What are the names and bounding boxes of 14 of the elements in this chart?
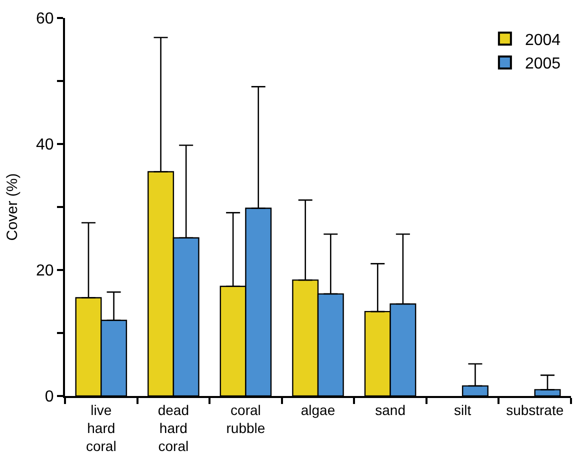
x-tick-label: sand [375, 402, 406, 418]
y-axis-title: Cover (%) [4, 173, 21, 241]
y-tick-label: 0 [44, 388, 54, 406]
x-tick-label: dead hard coral [158, 402, 190, 454]
x-tick-label: silt [454, 402, 472, 418]
x-tick-label: algae [300, 402, 336, 418]
x-tick-label: coral rubble [226, 402, 266, 436]
x-tick-label: substrate [506, 402, 564, 418]
y-tick-label: 60 [36, 10, 54, 28]
y-tick-label: 40 [36, 136, 54, 154]
y-tick-label: 20 [36, 262, 54, 280]
legend-label: 2004 [524, 32, 561, 49]
legend-label: 2005 [524, 56, 561, 73]
x-tick-label: live hard coral [86, 402, 116, 454]
